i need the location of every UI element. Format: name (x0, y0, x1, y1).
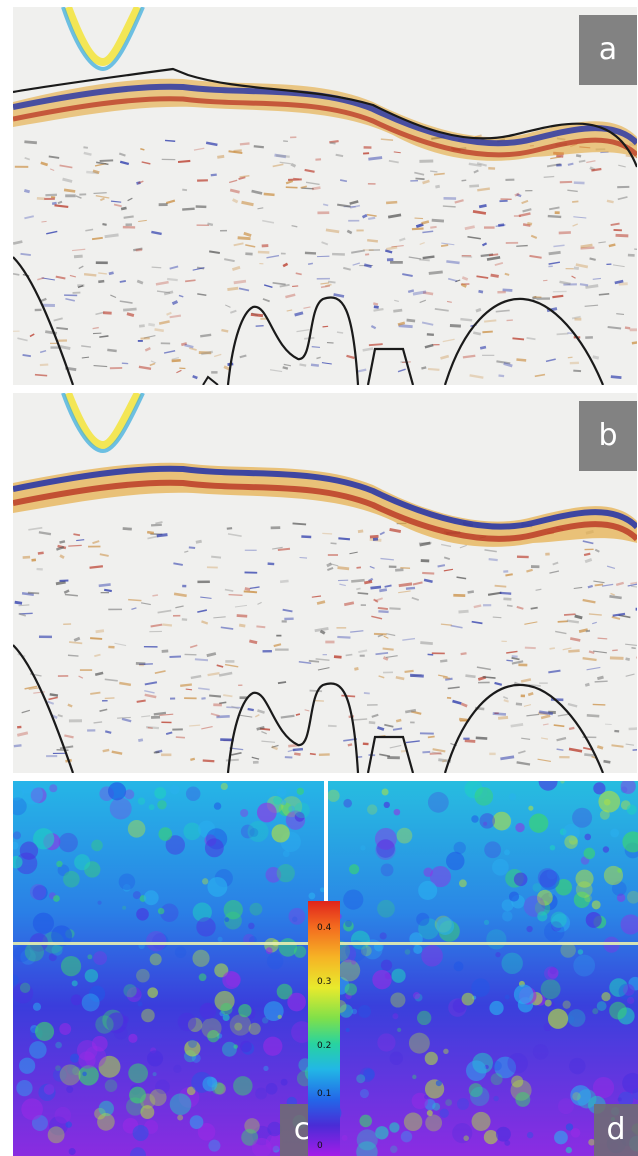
panel-label-d: d (594, 1104, 638, 1156)
colorbar-tick: 0 (317, 1141, 323, 1151)
colorbar-tick: 0.4 (317, 923, 332, 933)
seismic-texture (13, 134, 637, 380)
section-line-c (13, 942, 311, 945)
colorbar: 0.4 0.3 0.2 0.1 0 (308, 901, 340, 1156)
attribute-image-c (13, 781, 324, 1156)
panel-label-b: b (579, 401, 637, 471)
colorbar-tick: 0.3 (317, 977, 332, 987)
seismic-image-a (13, 7, 637, 385)
attribute-image-d (328, 781, 638, 1156)
attribute-texture (13, 781, 324, 1156)
section-line-d (328, 942, 638, 945)
attribute-map-d: d (328, 781, 638, 1156)
seismic-texture (13, 521, 637, 766)
attribute-map-c: c (13, 781, 324, 1156)
panel-label-a: a (579, 15, 637, 85)
colorbar-tick: 0.1 (317, 1089, 332, 1099)
attribute-texture (328, 781, 638, 1156)
colorbar-tick: 0.2 (317, 1041, 332, 1051)
seismic-image-b (13, 393, 637, 773)
seismic-section-b: b (13, 393, 637, 773)
seismic-section-a: a (13, 7, 637, 385)
